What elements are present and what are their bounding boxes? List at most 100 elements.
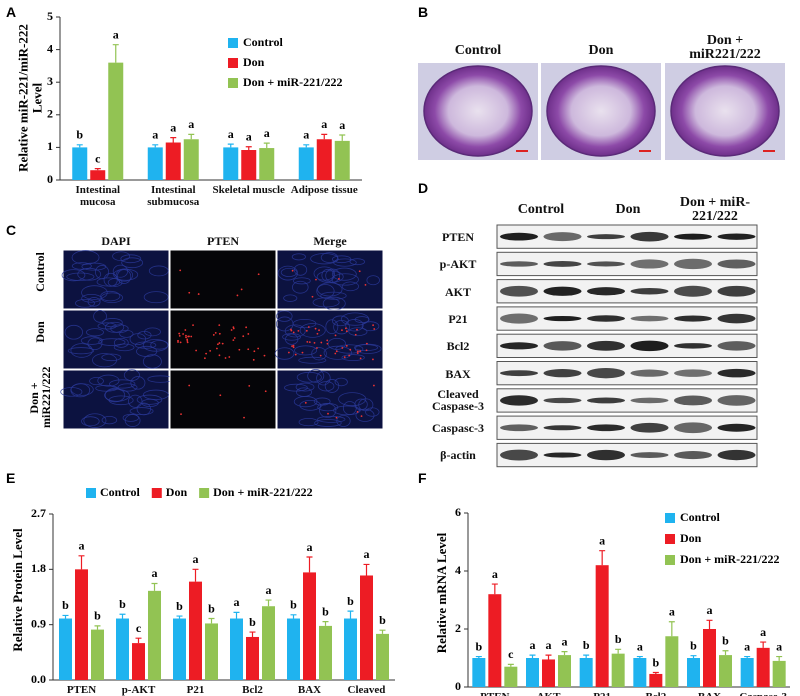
blot-band (500, 342, 538, 350)
blot-band (543, 260, 582, 267)
blot-band (587, 315, 625, 322)
nucleus-pattern (100, 292, 123, 304)
pten-signal (360, 415, 363, 418)
image-label: Don + miR221/222 (689, 33, 761, 62)
pten-signal (334, 334, 337, 337)
nucleus-pattern (317, 403, 339, 412)
legend-label: Don + miR-221/222 (680, 552, 780, 566)
nucleus-pattern (331, 273, 359, 286)
x-tick-label: P21 (186, 684, 205, 696)
significance-letter: b (652, 655, 659, 669)
nucleus-pattern (142, 354, 162, 369)
blot-strip (496, 224, 758, 249)
pten-signal (228, 356, 231, 358)
pten-signal (177, 339, 179, 342)
legend-label: Don + miR-221/222 (243, 75, 343, 89)
pten-signal (216, 343, 219, 346)
error-bar (170, 137, 177, 143)
blot-band (543, 452, 582, 458)
blot-band (500, 449, 538, 461)
tissue-section (546, 65, 656, 157)
nucleus-pattern (136, 394, 163, 405)
nucleus-pattern (282, 333, 302, 341)
x-tick-label: Caspase-3 (733, 691, 793, 696)
pten-signal (291, 345, 293, 348)
panel-label: D (418, 180, 429, 196)
significance-letter: a (492, 567, 498, 581)
nucleus-pattern (324, 379, 340, 393)
tissue-section (670, 65, 780, 157)
error-bar (722, 650, 729, 656)
pten-signal (318, 329, 320, 332)
blot-band (587, 449, 625, 461)
error-bar (76, 144, 83, 148)
pten-signal (245, 326, 248, 329)
nucleus-pattern (292, 280, 309, 294)
nucleus-pattern (70, 343, 93, 358)
pten-signal (195, 349, 198, 352)
bar (165, 142, 181, 180)
blot-group-label: Don + miR-221/222 (679, 195, 751, 224)
significance-letter: a (113, 27, 119, 41)
legend-label: Control (680, 510, 720, 524)
nucleus-pattern (336, 415, 351, 427)
tissue-section (423, 65, 533, 157)
error-bar (545, 654, 552, 660)
significance-letter: b (322, 604, 329, 618)
nucleus-pattern (95, 265, 110, 280)
pten-signal (356, 328, 358, 331)
significance-letter: a (599, 533, 605, 547)
pten-signal (252, 358, 255, 361)
x-tick-label: BAX (680, 691, 740, 696)
nucleus-pattern (345, 319, 364, 332)
nucleus-pattern (325, 319, 339, 335)
y-tick-label: 3 (47, 74, 53, 88)
pten-signal (341, 329, 343, 332)
error-bar (615, 648, 622, 654)
error-bar (176, 615, 183, 619)
nucleus-pattern (120, 254, 142, 264)
blot-band (717, 285, 756, 297)
significance-letter: a (530, 638, 536, 652)
nucleus-pattern (310, 253, 339, 265)
error-bar (290, 614, 297, 619)
blot-band (674, 395, 712, 406)
error-bar (475, 655, 482, 658)
pten-signal (314, 327, 317, 330)
blot-band (630, 397, 669, 404)
y-axis-label: Relative Protein Level (10, 528, 25, 652)
blot-band (674, 369, 712, 377)
x-tick-label: p-AKT /AKT (121, 684, 156, 696)
bar (687, 658, 700, 687)
nucleus-pattern (148, 265, 169, 277)
pten-signal (178, 332, 181, 335)
bar (665, 636, 679, 687)
significance-letter: b (475, 639, 482, 653)
significance-letter: b (690, 638, 697, 652)
nucleus-pattern (361, 321, 380, 332)
significance-letter: b (62, 598, 69, 612)
nucleus-pattern (313, 397, 331, 406)
significance-letter: a (266, 583, 272, 597)
blot-band (630, 422, 669, 433)
pten-signal (236, 294, 239, 297)
significance-letter: a (193, 552, 199, 566)
pten-signal (345, 327, 347, 330)
pten-signal (212, 334, 215, 336)
nucleus-pattern (77, 267, 102, 281)
column-header: Merge (313, 234, 347, 248)
nucleus-pattern (89, 376, 104, 386)
blot-band (630, 259, 669, 269)
fluorescence-image (169, 369, 277, 430)
pten-signal (373, 328, 376, 330)
pten-signal (290, 328, 292, 331)
error-bar (62, 614, 69, 619)
error-bar (744, 655, 751, 658)
significance-letter: a (79, 539, 85, 553)
pten-signal (205, 352, 208, 355)
nucleus-pattern (83, 413, 107, 428)
blot-band (674, 285, 712, 297)
pten-signal (253, 350, 256, 353)
blot-band (674, 315, 712, 322)
blot-band (587, 397, 625, 404)
